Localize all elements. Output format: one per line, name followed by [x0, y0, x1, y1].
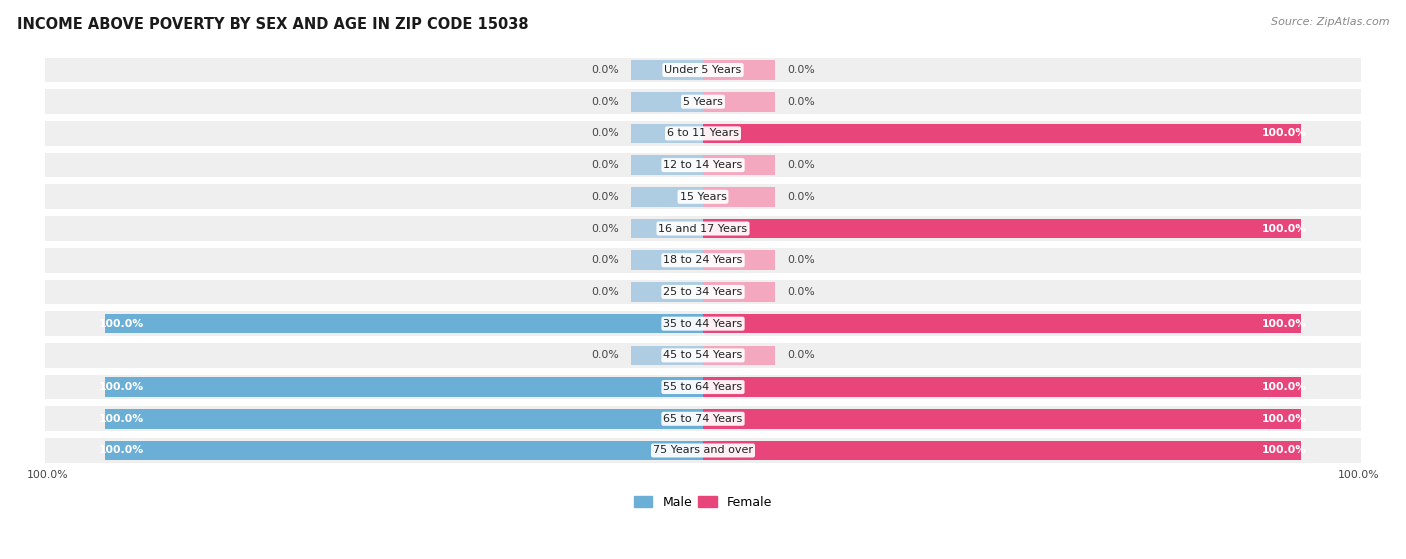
Text: 0.0%: 0.0% — [787, 65, 814, 75]
Bar — [631, 219, 703, 238]
Bar — [104, 409, 703, 429]
Text: 100.0%: 100.0% — [1263, 414, 1308, 424]
Text: 0.0%: 0.0% — [592, 65, 619, 75]
Text: 0.0%: 0.0% — [787, 97, 814, 107]
Text: 100.0%: 100.0% — [1263, 446, 1308, 456]
Bar — [45, 343, 1361, 368]
Text: 55 to 64 Years: 55 to 64 Years — [664, 382, 742, 392]
Text: 100.0%: 100.0% — [1263, 129, 1308, 139]
Bar — [703, 124, 1302, 143]
Text: 18 to 24 Years: 18 to 24 Years — [664, 255, 742, 265]
Bar — [703, 440, 1302, 460]
Bar — [45, 406, 1361, 431]
Bar — [703, 60, 775, 80]
Text: Source: ZipAtlas.com: Source: ZipAtlas.com — [1271, 17, 1389, 27]
Bar — [631, 92, 703, 112]
Bar — [631, 124, 703, 143]
Text: 100.0%: 100.0% — [98, 414, 143, 424]
Text: 100.0%: 100.0% — [1263, 319, 1308, 329]
Bar — [703, 314, 1302, 334]
Text: 0.0%: 0.0% — [787, 192, 814, 202]
Bar — [45, 311, 1361, 336]
Text: 12 to 14 Years: 12 to 14 Years — [664, 160, 742, 170]
Text: Under 5 Years: Under 5 Years — [665, 65, 741, 75]
Text: INCOME ABOVE POVERTY BY SEX AND AGE IN ZIP CODE 15038: INCOME ABOVE POVERTY BY SEX AND AGE IN Z… — [17, 17, 529, 32]
Bar — [45, 280, 1361, 304]
Text: 0.0%: 0.0% — [787, 160, 814, 170]
Bar — [703, 92, 775, 112]
Bar — [631, 187, 703, 207]
Text: 100.0%: 100.0% — [98, 319, 143, 329]
Text: 100.0%: 100.0% — [1263, 382, 1308, 392]
Text: 0.0%: 0.0% — [592, 129, 619, 139]
Text: 100.0%: 100.0% — [1263, 224, 1308, 234]
Bar — [631, 345, 703, 365]
Text: 100.0%: 100.0% — [1337, 470, 1379, 480]
Text: 100.0%: 100.0% — [98, 382, 143, 392]
Text: 15 Years: 15 Years — [679, 192, 727, 202]
Bar — [104, 314, 703, 334]
Bar — [45, 184, 1361, 209]
Text: 0.0%: 0.0% — [592, 255, 619, 265]
Bar — [703, 345, 775, 365]
Bar — [703, 250, 775, 270]
Legend: Male, Female: Male, Female — [628, 491, 778, 514]
Bar — [45, 248, 1361, 273]
Bar — [45, 121, 1361, 146]
Bar — [45, 216, 1361, 241]
Text: 65 to 74 Years: 65 to 74 Years — [664, 414, 742, 424]
Bar — [45, 153, 1361, 177]
Bar — [703, 377, 1302, 397]
Bar — [631, 282, 703, 302]
Text: 0.0%: 0.0% — [787, 287, 814, 297]
Bar — [45, 58, 1361, 82]
Text: 75 Years and over: 75 Years and over — [652, 446, 754, 456]
Bar — [104, 377, 703, 397]
Bar — [631, 155, 703, 175]
Bar — [45, 438, 1361, 463]
Bar — [45, 375, 1361, 400]
Bar — [631, 60, 703, 80]
Text: 25 to 34 Years: 25 to 34 Years — [664, 287, 742, 297]
Text: 0.0%: 0.0% — [592, 192, 619, 202]
Bar — [45, 89, 1361, 114]
Text: 0.0%: 0.0% — [592, 350, 619, 361]
Text: 45 to 54 Years: 45 to 54 Years — [664, 350, 742, 361]
Text: 100.0%: 100.0% — [98, 446, 143, 456]
Text: 0.0%: 0.0% — [787, 255, 814, 265]
Bar — [703, 187, 775, 207]
Bar — [703, 155, 775, 175]
Text: 0.0%: 0.0% — [592, 97, 619, 107]
Bar — [104, 440, 703, 460]
Text: 16 and 17 Years: 16 and 17 Years — [658, 224, 748, 234]
Text: 5 Years: 5 Years — [683, 97, 723, 107]
Bar — [631, 250, 703, 270]
Text: 0.0%: 0.0% — [592, 287, 619, 297]
Bar — [703, 282, 775, 302]
Text: 35 to 44 Years: 35 to 44 Years — [664, 319, 742, 329]
Text: 100.0%: 100.0% — [27, 470, 69, 480]
Bar — [703, 219, 1302, 238]
Bar — [703, 409, 1302, 429]
Text: 6 to 11 Years: 6 to 11 Years — [666, 129, 740, 139]
Text: 0.0%: 0.0% — [592, 224, 619, 234]
Text: 0.0%: 0.0% — [592, 160, 619, 170]
Text: 0.0%: 0.0% — [787, 350, 814, 361]
